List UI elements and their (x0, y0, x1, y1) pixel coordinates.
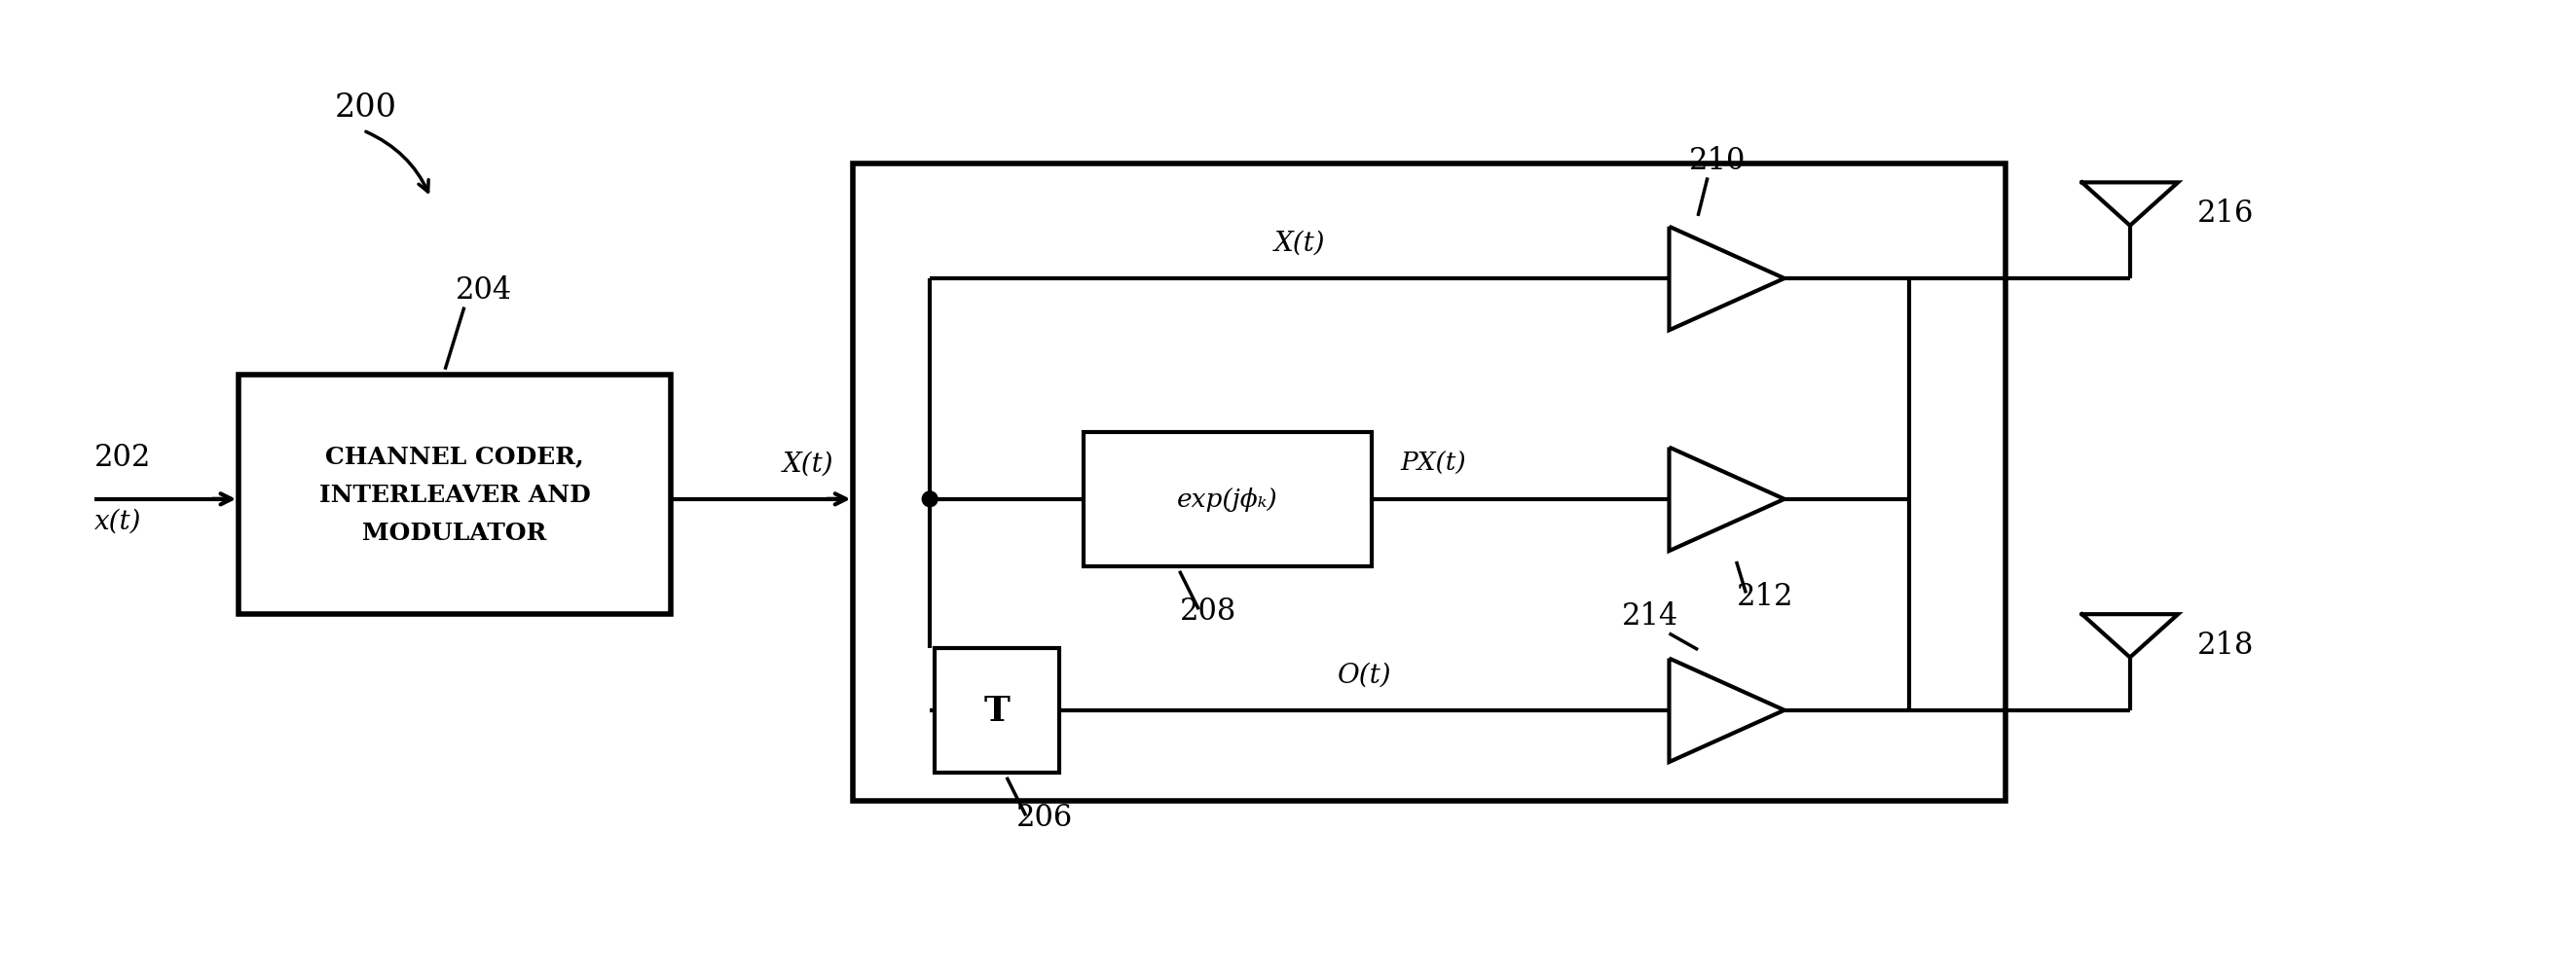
Bar (240, 375, 670, 615)
Text: PΧ(t): PΧ(t) (1401, 451, 1466, 475)
Text: x(t): x(t) (95, 508, 142, 534)
Text: 218: 218 (2197, 630, 2254, 660)
Text: X(t): X(t) (783, 450, 835, 476)
Bar (853, 164, 2004, 801)
Text: exp(jϕₖ): exp(jϕₖ) (1177, 487, 1278, 511)
Text: 216: 216 (2197, 198, 2254, 228)
Text: 208: 208 (1180, 596, 1236, 627)
Text: MODULATOR: MODULATOR (363, 521, 546, 545)
Text: 202: 202 (95, 443, 152, 472)
Circle shape (922, 492, 938, 508)
Text: CHANNEL CODER,: CHANNEL CODER, (325, 445, 585, 468)
Text: X(t): X(t) (1275, 229, 1324, 256)
Text: 214: 214 (1623, 601, 1680, 630)
Text: INTERLEAVER AND: INTERLEAVER AND (319, 483, 590, 507)
Bar (1084, 432, 1370, 567)
Text: 204: 204 (456, 275, 513, 305)
Bar (935, 648, 1059, 773)
Text: 200: 200 (335, 93, 397, 124)
Text: 210: 210 (1690, 145, 1747, 176)
Text: 212: 212 (1736, 582, 1793, 612)
Text: T: T (984, 694, 1010, 727)
Text: O(t): O(t) (1337, 661, 1391, 687)
Text: 206: 206 (1018, 802, 1074, 833)
